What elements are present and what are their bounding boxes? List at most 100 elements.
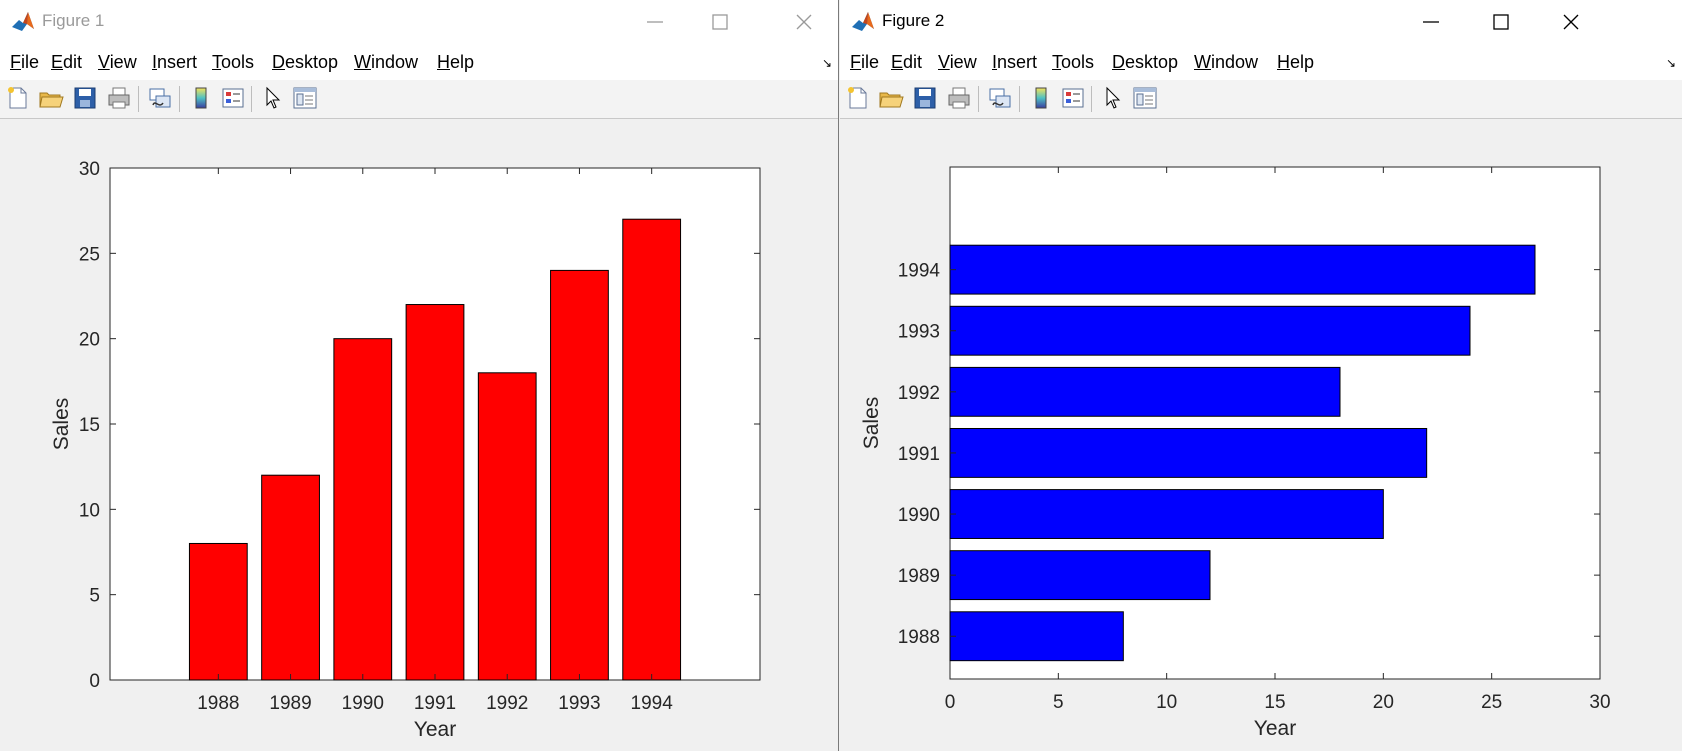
bar-1990 (333, 338, 393, 681)
undock-icon[interactable]: ↘ (821, 56, 832, 70)
print-button[interactable] (946, 85, 972, 111)
bar-1989 (949, 550, 1211, 601)
minimize-icon (1423, 21, 1439, 23)
print-icon (948, 87, 970, 109)
axes-box (949, 166, 1601, 680)
y-tick-label: 20 (79, 330, 100, 351)
toolbar-separator (179, 86, 180, 112)
y-tick-label: 1992 (898, 383, 940, 404)
legend-icon (1062, 88, 1084, 108)
menu-window[interactable]: Window (1194, 52, 1259, 72)
x-tick-label: 0 (945, 692, 956, 713)
y-tick-label: 0 (89, 671, 100, 692)
link-plot-icon (149, 88, 171, 108)
open-file-button[interactable] (38, 85, 64, 111)
toolbar-separator (251, 86, 252, 112)
x-tick-label: 1994 (631, 693, 674, 714)
menu-view[interactable]: View (98, 52, 137, 72)
undock-icon[interactable]: ↘ (1665, 56, 1676, 70)
menu-tools[interactable]: Tools (212, 52, 255, 72)
menu-help[interactable]: Help (437, 52, 475, 72)
figure-2-window[interactable]: Figure 2 File Edit View Insert Tools Des… (840, 0, 1682, 751)
legend-button[interactable] (1060, 85, 1086, 111)
maximize-icon (1493, 14, 1509, 30)
close-button[interactable] (769, 0, 838, 44)
link-plot-button[interactable] (147, 85, 173, 111)
menu-view[interactable]: View (938, 52, 977, 72)
x-tick-label: 1992 (486, 693, 528, 714)
menu-desktop[interactable]: Desktop (1112, 52, 1179, 72)
bar-1991 (405, 304, 465, 681)
y-axis-label: Sales (860, 397, 883, 450)
menu-tools[interactable]: Tools (1052, 52, 1095, 72)
window-title: Figure 1 (42, 11, 105, 30)
save-button[interactable] (72, 85, 98, 111)
matlab-logo-icon (850, 9, 876, 35)
save-button[interactable] (912, 85, 938, 111)
print-button[interactable] (106, 85, 132, 111)
close-icon (1563, 14, 1579, 30)
y-tick-label: 15 (79, 415, 100, 436)
close-icon (796, 14, 812, 30)
menu-desktop[interactable]: Desktop (272, 52, 339, 72)
x-tick-label: 15 (1264, 692, 1285, 713)
title-bar[interactable]: Figure 2 (840, 0, 1682, 44)
minimize-button[interactable] (620, 0, 690, 44)
figure-canvas[interactable]: 0 5 10 15 20 25 30 1988 1989 1990 1991 1992 1993 1994… (840, 119, 1682, 751)
property-inspector-button[interactable] (1132, 85, 1158, 111)
new-figure-button[interactable] (5, 85, 31, 111)
y-tick-label: 5 (89, 586, 100, 607)
maximize-button[interactable] (685, 0, 755, 44)
menu-file[interactable]: File (10, 52, 40, 72)
x-tick-label: 1991 (414, 693, 456, 714)
colorbar-icon (195, 87, 207, 109)
menu-file[interactable]: File (850, 52, 880, 72)
edit-plot-button[interactable] (260, 85, 286, 111)
colorbar-button[interactable] (188, 85, 214, 111)
edit-plot-button[interactable] (1100, 85, 1126, 111)
y-tick-label: 1990 (898, 505, 940, 526)
close-button[interactable] (1536, 0, 1606, 44)
menu-bar: File Edit View Insert Tools Desktop Wind… (0, 44, 838, 80)
colorbar-icon (1035, 87, 1047, 109)
matlab-logo-icon (10, 9, 36, 35)
figure-1-window[interactable]: Figure 1 File Edit View Insert Tools Des… (0, 0, 839, 751)
bar-1992 (477, 372, 537, 681)
x-tick-label: 20 (1373, 692, 1394, 713)
y-tick-label: 10 (79, 500, 100, 521)
property-inspector-button[interactable] (292, 85, 318, 111)
title-bar[interactable]: Figure 1 (0, 0, 838, 44)
link-plot-button[interactable] (987, 85, 1013, 111)
y-tick-label: 1993 (898, 322, 940, 343)
maximize-icon (712, 14, 728, 30)
new-figure-button[interactable] (845, 85, 871, 111)
y-tick-label: 1991 (898, 444, 940, 465)
colorbar-button[interactable] (1028, 85, 1054, 111)
menu-window[interactable]: Window (354, 52, 419, 72)
maximize-button[interactable] (1466, 0, 1536, 44)
bar-1994 (949, 244, 1536, 295)
window-title: Figure 2 (882, 11, 945, 30)
open-file-button[interactable] (878, 85, 904, 111)
figure-canvas[interactable]: 0 5 10 15 20 25 30 1988 1989 1990 1991 1992 1993 1994… (0, 119, 838, 751)
legend-button[interactable] (220, 85, 246, 111)
new-figure-icon (848, 87, 867, 109)
menu-insert[interactable]: Insert (152, 52, 198, 72)
vertical-bar-chart: 0 5 10 15 20 25 30 1988 1989 1990 1991 1992 1993 1994… (50, 159, 761, 741)
x-tick-label: 30 (1589, 692, 1610, 713)
menu-edit[interactable]: Edit (891, 52, 923, 72)
bar-1994 (622, 218, 682, 681)
link-plot-icon (989, 88, 1011, 108)
x-tick-label: 5 (1053, 692, 1064, 713)
pointer-icon (1106, 86, 1121, 109)
minimize-button[interactable] (1396, 0, 1466, 44)
menu-edit[interactable]: Edit (51, 52, 83, 72)
menu-help[interactable]: Help (1277, 52, 1315, 72)
bar-1988 (188, 542, 248, 681)
figure-toolbar (840, 80, 1682, 119)
bar-1993 (949, 305, 1471, 356)
legend-icon (222, 88, 244, 108)
menu-insert[interactable]: Insert (992, 52, 1038, 72)
x-axis-label: Year (414, 718, 456, 741)
x-tick-label: 1988 (197, 693, 239, 714)
